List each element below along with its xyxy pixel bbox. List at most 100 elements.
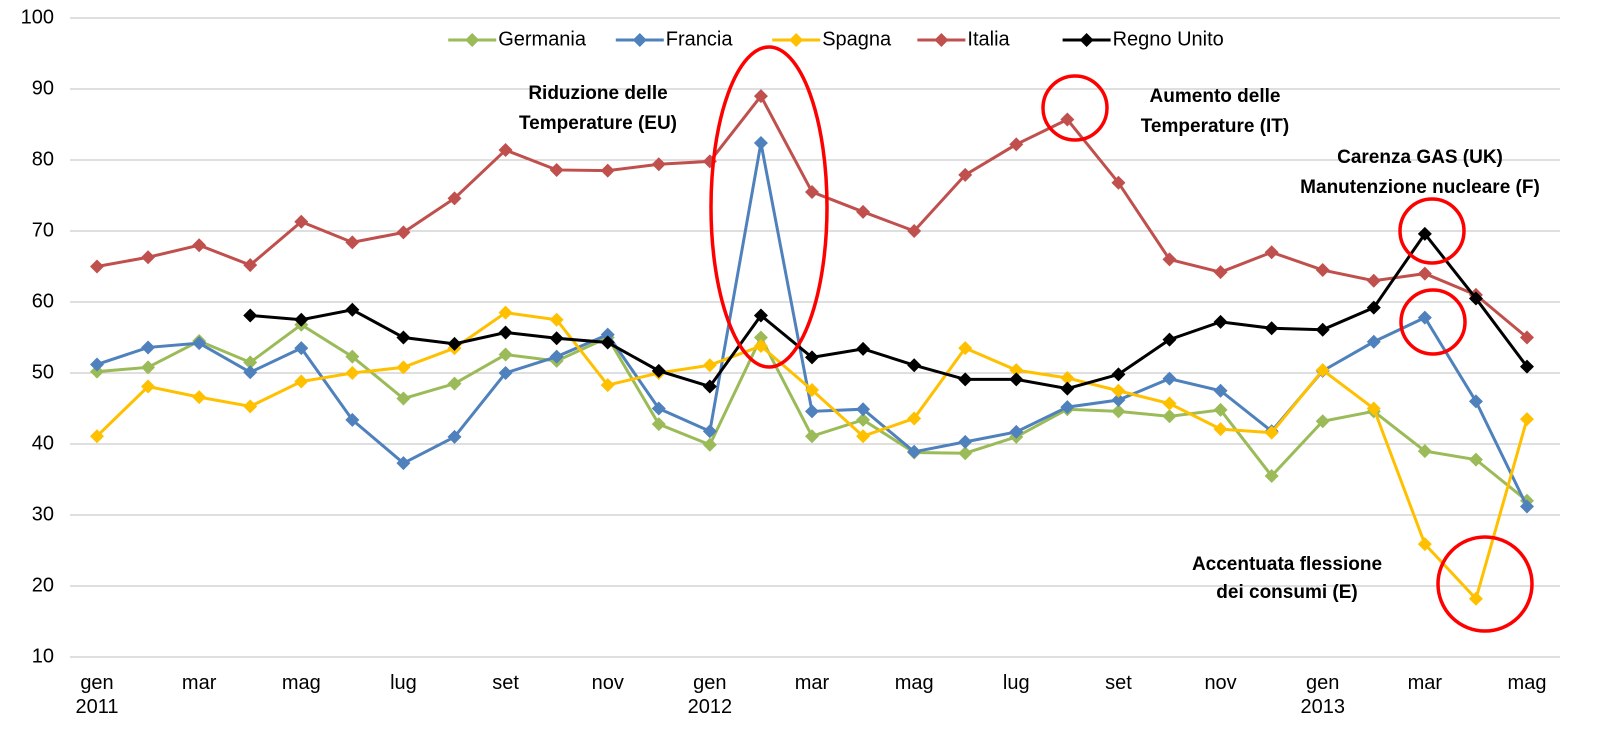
marker [549,331,564,346]
marker [907,224,922,238]
marker [958,341,973,356]
marker [1468,291,1483,306]
marker [90,429,104,444]
annotation: Temperature (EU) [519,113,677,134]
marker [498,347,513,362]
x-tick-label: gen 2011 [75,672,118,718]
marker [1162,332,1177,347]
marker [651,363,666,378]
x-tick-label: set [1105,672,1132,694]
marker [1213,265,1228,280]
marker [600,327,615,342]
annotation: Accentuata flessione [1192,554,1382,575]
marker [1162,396,1177,411]
marker [90,259,104,274]
marker [498,305,513,320]
marker [907,358,922,373]
marker [753,308,768,323]
marker [1417,537,1432,552]
marker [856,412,871,427]
marker [498,143,513,158]
marker [753,330,768,345]
legend-marker [465,33,480,47]
marker [345,366,360,380]
x-tick-label: mar [795,672,830,694]
x-tick-label: mar [182,672,217,694]
marker [1366,300,1381,315]
marker [396,225,411,240]
marker [1111,383,1126,398]
marker [805,383,819,398]
marker [958,372,973,387]
y-tick-label: 30 [32,503,54,525]
highlight-circle [1399,288,1467,356]
marker [345,235,360,250]
marker [1111,392,1126,407]
legend-marker [1079,33,1094,47]
marker [600,335,615,350]
annotation: Carenza GAS (UK) [1337,147,1503,168]
marker [1111,175,1126,190]
y-tick-label: 70 [32,219,54,241]
highlight-circle [1436,535,1534,633]
x-tick-label: mag [1508,672,1547,694]
x-tick-label: set [492,672,519,694]
y-tick-label: 50 [32,361,54,383]
marker [1520,499,1534,514]
marker [1264,245,1279,260]
x-tick-label: lug [390,672,417,694]
y-tick-label: 80 [32,148,54,170]
marker [1468,591,1483,606]
marker [1060,112,1075,127]
marker [345,302,360,317]
marker [702,379,717,394]
highlight-circle [1041,74,1109,142]
x-tick-label: mag [282,672,321,694]
legend-marker [789,33,804,47]
marker [294,214,309,229]
marker [1009,137,1024,152]
x-tick-label: mag [895,672,934,694]
marker [447,376,462,391]
marker [1009,424,1024,439]
y-tick-label: 90 [32,77,54,99]
marker [1162,371,1177,386]
marker [192,336,207,351]
marker [141,250,156,265]
marker [1162,252,1177,267]
marker [1366,273,1381,288]
series-line [243,226,1534,396]
x-tick-label: gen 2012 [688,672,733,718]
marker [1366,334,1381,349]
marker [294,341,309,356]
annotation: Riduzione delle [528,83,667,104]
marker [600,378,615,393]
marker [294,374,309,389]
marker [1060,400,1075,415]
marker [396,330,411,345]
series-line [90,89,1534,345]
line [96,93,1528,339]
marker [1468,452,1483,467]
marker [1417,310,1432,325]
marker [396,391,411,406]
marker [1315,263,1330,278]
marker [856,402,871,417]
marker [345,349,360,364]
marker [805,350,819,365]
marker [805,404,819,419]
marker [1468,394,1483,409]
marker [1162,409,1177,424]
marker [856,341,871,356]
marker [1520,330,1534,345]
marker [753,135,768,150]
y-tick-label: 20 [32,574,54,596]
marker [549,349,564,364]
y-tick-label: 40 [32,432,54,454]
marker [1417,226,1432,241]
marker [651,401,666,416]
marker [294,312,309,327]
legend-label: Germania [498,28,587,50]
marker [141,360,156,375]
